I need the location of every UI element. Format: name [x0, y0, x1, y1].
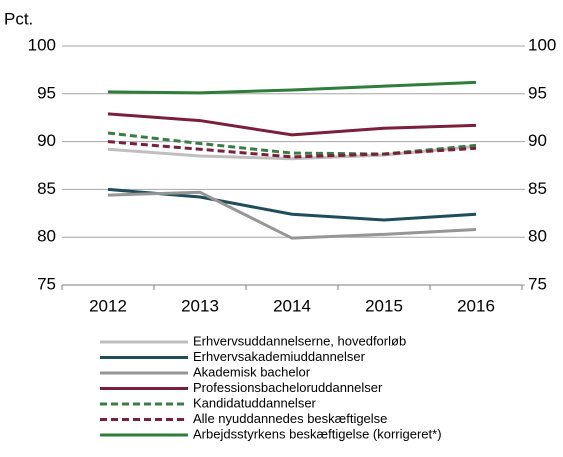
x-tick-label: 2015: [365, 296, 403, 315]
y2-tick-label: 100: [528, 35, 556, 54]
x-tick-label: 2014: [273, 296, 311, 315]
x-tick-label: 2012: [89, 296, 127, 315]
y-tick-label: 85: [37, 179, 56, 198]
legend-label: Professionsbacheloruddannelser: [193, 380, 383, 395]
y-tick-label: 100: [28, 35, 56, 54]
x-tick-label: 2016: [457, 296, 495, 315]
legend-label: Erhvervsakademiuddannelser: [193, 349, 366, 364]
y2-tick-label: 95: [528, 83, 547, 102]
y-tick-label: 90: [37, 131, 56, 150]
series-line: [107, 112, 477, 137]
y-tick-label: 95: [37, 83, 56, 102]
y2-tick-label: 75: [528, 274, 547, 293]
y-tick-label: 80: [37, 227, 56, 246]
legend-label: Alle nyuddannedes beskæftigelse: [193, 411, 387, 426]
legend-label: Akademisk bachelor: [193, 364, 311, 379]
series-line: [107, 190, 477, 240]
legend-label: Arbejdsstyrkens beskæftigelse (korrigere…: [193, 426, 442, 441]
y2-tick-label: 85: [528, 179, 547, 198]
y-axis-label: Pct.: [4, 9, 33, 28]
series-line: [107, 80, 477, 95]
series-line: [107, 131, 477, 156]
y2-tick-label: 90: [528, 131, 547, 150]
x-tick-label: 2013: [181, 296, 219, 315]
y2-tick-label: 80: [528, 227, 547, 246]
y-tick-label: 75: [37, 274, 56, 293]
series-line: [107, 144, 477, 161]
legend-label: Kandidatuddannelser: [193, 395, 317, 410]
legend-label: Erhvervsuddannelserne, hovedforløb: [193, 333, 406, 348]
series-line: [107, 140, 477, 159]
